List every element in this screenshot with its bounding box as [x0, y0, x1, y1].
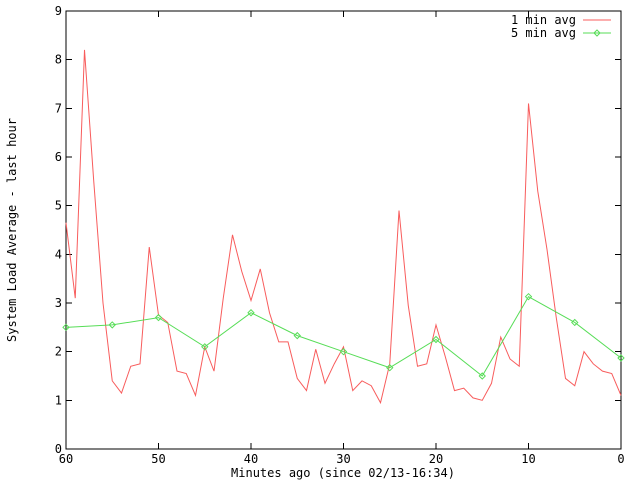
data-point-diamond-marker [154, 313, 163, 322]
y-tick-label: 5 [55, 199, 62, 213]
y-tick-label: 1 [55, 393, 62, 407]
data-point-diamond-marker [293, 331, 301, 340]
x-tick-label: 10 [521, 452, 535, 466]
legend-label-1min-avg: 1 min avg [511, 13, 576, 27]
x-tick-label: 40 [244, 452, 258, 466]
data-point-diamond-marker [108, 321, 116, 329]
series-line-5-min-avg [65, 295, 622, 377]
y-tick-label: 9 [55, 4, 62, 18]
legend-diamond-marker-icon [593, 29, 601, 37]
data-point-diamond-marker [617, 354, 625, 362]
data-point-diamond-marker [201, 343, 209, 351]
legend: 1 min avg 5 min avg [511, 13, 611, 40]
data-point-diamond-marker [247, 309, 255, 317]
x-axis-label: Minutes ago (since 02/13-16:34) [231, 466, 455, 480]
data-point-diamond-marker [432, 335, 440, 344]
data-point-diamond-marker [524, 292, 533, 301]
y-tick-label: 7 [55, 101, 62, 115]
series-line-1-min-avg [65, 49, 622, 405]
data-point-diamond-marker [571, 318, 579, 327]
data-point-diamond-marker [62, 323, 70, 332]
data-point-diamond-marker [386, 364, 394, 372]
x-tick-label: 20 [429, 452, 443, 466]
y-tick-label: 8 [55, 53, 62, 67]
y-tick-label: 0 [55, 442, 62, 456]
series-lines [62, 49, 625, 405]
x-tick-label: 30 [336, 452, 350, 466]
data-point-diamond-marker [478, 372, 486, 380]
data-point-diamond-marker [339, 347, 348, 356]
y-tick-label: 3 [55, 296, 62, 310]
x-tick-label: 0 [617, 452, 624, 466]
y-tick-label: 4 [55, 247, 62, 261]
x-tick-label: 50 [151, 452, 165, 466]
plot-frame [65, 10, 622, 450]
y-tick-label: 6 [55, 150, 62, 164]
x-tick-label: 60 [59, 452, 73, 466]
y-tick-label: 2 [55, 345, 62, 359]
legend-label-5min-avg: 5 min avg [511, 26, 576, 40]
y-axis-label: System Load Average - last hour [5, 118, 19, 342]
tick-labels: 60 50 40 30 20 10 0 0 1 2 3 4 5 6 7 8 9 [55, 4, 625, 466]
